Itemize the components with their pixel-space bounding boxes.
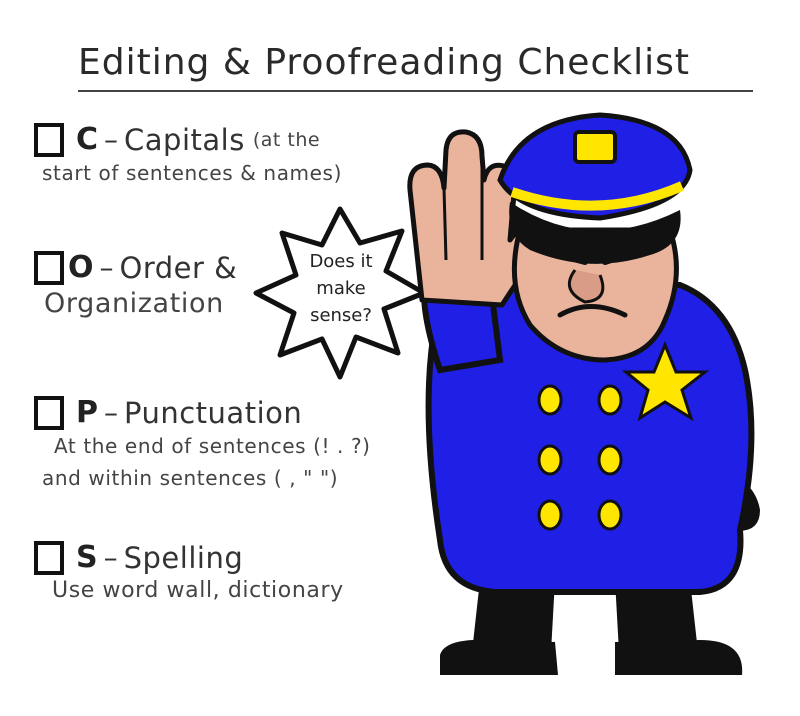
item-word: Punctuation	[124, 395, 303, 430]
checklist-item-head: O – Order &	[34, 250, 237, 285]
police-officer-icon	[407, 112, 760, 675]
item-dash: –	[99, 251, 114, 284]
item-dash: –	[104, 396, 118, 429]
item-detail: Use word wall, dictionary	[52, 578, 344, 603]
checklist-item-head: P – Punctuation	[34, 395, 371, 430]
item-letter: S	[76, 540, 98, 575]
page-title: Editing & Proofreading Checklist	[78, 38, 753, 92]
speech-bubble-line: Does it	[309, 251, 373, 272]
item-word: Order &	[119, 250, 238, 285]
checklist-item-capitals: C – Capitals (at the start of sentences …	[34, 122, 342, 189]
checkbox-icon[interactable]	[34, 250, 64, 285]
item-letter: O	[68, 250, 94, 285]
item-dash: –	[104, 123, 119, 156]
item-word: Spelling	[123, 540, 244, 575]
item-detail: start of sentences & names)	[42, 161, 342, 185]
item-word: Capitals	[124, 122, 245, 157]
item-letter: C	[76, 122, 99, 157]
checklist-item-head: C – Capitals (at the	[34, 122, 342, 157]
item-detail: and within sentences ( , " ")	[42, 466, 339, 490]
speech-bubble-icon	[253, 206, 427, 380]
checklist-item-spelling: S – Spelling Use word wall, dictionary	[34, 540, 344, 607]
checkbox-icon[interactable]	[34, 540, 64, 575]
checklist-item-punctuation: P – Punctuation At the end of sentences …	[34, 395, 371, 494]
item-detail: Organization	[44, 288, 224, 319]
item-detail: At the end of sentences (! . ?)	[54, 434, 371, 458]
speech-bubble-line: sense?	[310, 305, 372, 326]
checklist-item-head: S – Spelling	[34, 540, 344, 575]
checkbox-icon[interactable]	[34, 395, 64, 430]
item-dash: –	[103, 541, 118, 574]
item-note: (at the	[252, 128, 321, 151]
checkbox-icon[interactable]	[34, 122, 64, 157]
item-letter: P	[76, 395, 98, 430]
star-badge-icon	[621, 341, 710, 422]
speech-bubble-line: make	[316, 278, 366, 299]
speech-bubble-text: Does it make sense?	[296, 248, 386, 329]
checklist-item-order: O – Order & Organization	[34, 250, 237, 323]
